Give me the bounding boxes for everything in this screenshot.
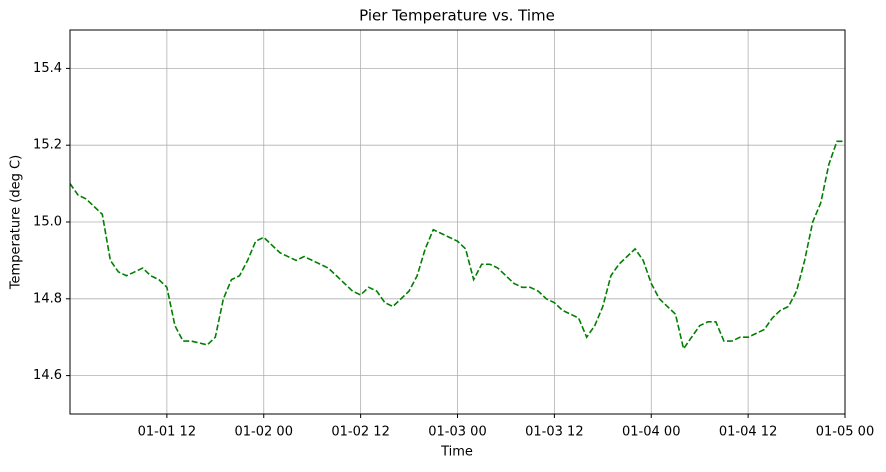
y-tick-label: 15.2 — [33, 138, 62, 153]
y-tick-label: 14.8 — [33, 291, 62, 306]
y-tick-label: 15.0 — [33, 215, 62, 230]
y-tick-label: 15.4 — [33, 61, 62, 76]
x-tick-label: 01-03 12 — [525, 425, 583, 440]
x-tick-label: 01-04 00 — [622, 425, 680, 440]
x-tick-label: 01-02 12 — [331, 425, 389, 440]
plot-frame — [69, 29, 846, 415]
x-tick-label: 01-05 00 — [816, 425, 874, 440]
x-axis-label: Time — [440, 445, 473, 460]
data-line — [69, 140, 845, 351]
y-tick-label: 14.6 — [33, 368, 62, 383]
x-tick-label: 01-04 12 — [719, 425, 777, 440]
chart-title: Pier Temperature vs. Time — [359, 7, 555, 25]
x-tick-label: 01-02 00 — [235, 425, 293, 440]
y-axis-label: Temperature (deg C) — [9, 155, 24, 290]
x-tick-label: 01-01 12 — [138, 425, 196, 440]
x-tick-label: 01-03 00 — [428, 425, 486, 440]
